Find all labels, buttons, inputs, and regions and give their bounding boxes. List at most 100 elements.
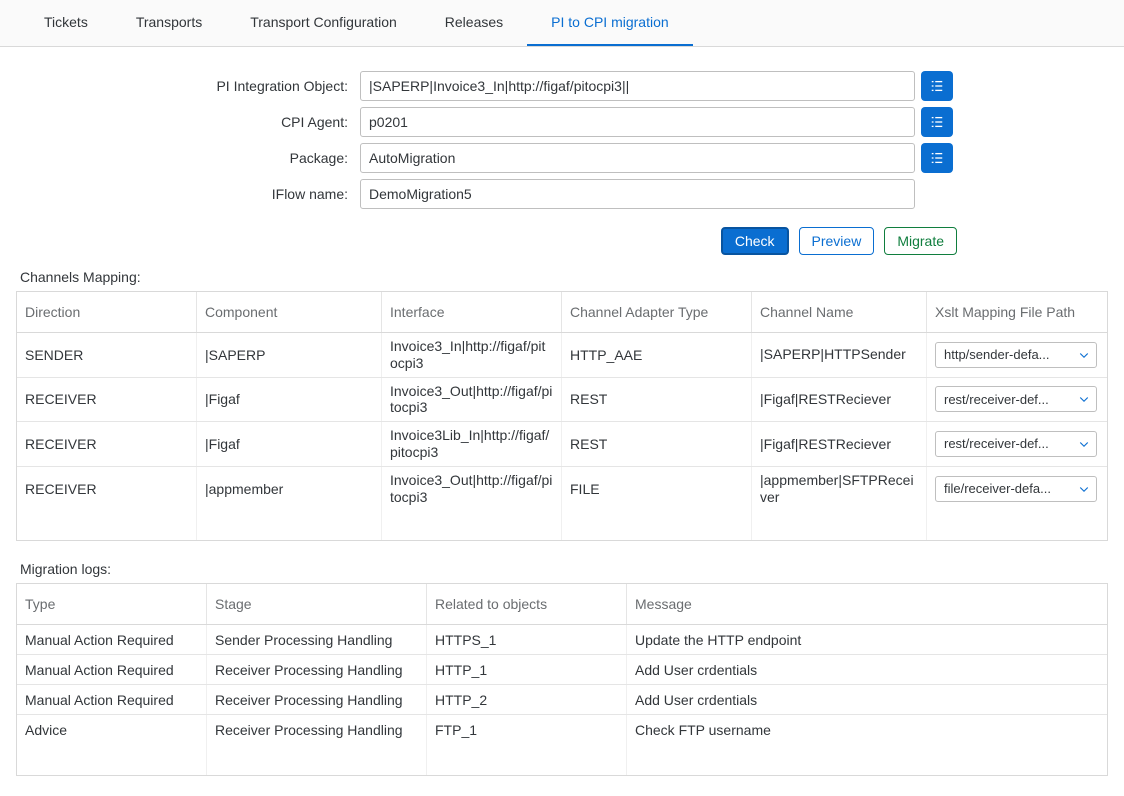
cell-stage: Sender Processing Handling — [207, 625, 427, 654]
xslt-select[interactable]: rest/receiver-def... — [935, 386, 1097, 412]
cell-object: HTTP_1 — [427, 655, 627, 684]
xslt-select-value: file/receiver-defa... — [944, 481, 1051, 496]
cell-adapter: HTTP_AAE — [562, 333, 752, 377]
action-row: Check Preview Migrate — [20, 223, 957, 269]
cell-object: HTTP_2 — [427, 685, 627, 714]
label-iflow: IFlow name: — [20, 186, 360, 202]
label-pi-object: PI Integration Object: — [20, 78, 360, 94]
logs-title: Migration logs: — [20, 561, 1104, 577]
xslt-select-value: rest/receiver-def... — [944, 392, 1049, 407]
migrate-button[interactable]: Migrate — [884, 227, 957, 255]
cell-channel-name: |Figaf|RESTReciever — [752, 422, 927, 466]
channels-row: RECEIVER|FigafInvoice3Lib_In|http://figa… — [17, 422, 1107, 467]
row-package: Package: — [20, 143, 1104, 173]
cell-direction: RECEIVER — [17, 422, 197, 466]
chevron-down-icon — [1078, 483, 1090, 495]
channels-header-row: Direction Component Interface Channel Ad… — [17, 292, 1107, 333]
cell-channel-name: |Figaf|RESTReciever — [752, 378, 927, 422]
cell-component: |Figaf — [197, 422, 382, 466]
cell-component: |appmember — [197, 467, 382, 511]
cell-component: |Figaf — [197, 378, 382, 422]
channels-title: Channels Mapping: — [20, 269, 1104, 285]
input-cpi-agent[interactable] — [360, 107, 915, 137]
chevron-down-icon — [1078, 393, 1090, 405]
xslt-select-value: http/sender-defa... — [944, 347, 1050, 362]
tab-transports[interactable]: Transports — [112, 0, 226, 46]
input-pi-object[interactable] — [360, 71, 915, 101]
row-cpi-agent: CPI Agent: — [20, 107, 1104, 137]
preview-button[interactable]: Preview — [799, 227, 875, 255]
cell-xslt: file/receiver-defa... — [927, 467, 1105, 511]
cell-type: Manual Action Required — [17, 685, 207, 714]
cell-xslt: rest/receiver-def... — [927, 378, 1105, 422]
channels-row: SENDER|SAPERPInvoice3_In|http://figaf/pi… — [17, 333, 1107, 378]
tab-bar: TicketsTransportsTransport Configuration… — [0, 0, 1124, 47]
channels-empty-row — [17, 510, 1107, 540]
cell-interface: Invoice3Lib_In|http://figaf/pitocpi3 — [382, 422, 562, 466]
cell-adapter: REST — [562, 422, 752, 466]
cell-type: Manual Action Required — [17, 655, 207, 684]
cell-channel-name: |appmember|SFTPReceiver — [752, 467, 927, 511]
cell-interface: Invoice3_Out|http://figaf/pitocpi3 — [382, 378, 562, 422]
cell-message: Add User crdentials — [627, 655, 1105, 684]
th-interface: Interface — [382, 292, 562, 332]
cell-interface: Invoice3_In|http://figaf/pitocpi3 — [382, 333, 562, 377]
cell-stage: Receiver Processing Handling — [207, 685, 427, 714]
logs-row: Manual Action RequiredSender Processing … — [17, 625, 1107, 655]
cell-xslt: rest/receiver-def... — [927, 422, 1105, 466]
logs-table: Type Stage Related to objects Message Ma… — [16, 583, 1108, 776]
th-xslt: Xslt Mapping File Path — [927, 292, 1105, 332]
logs-row: AdviceReceiver Processing HandlingFTP_1C… — [17, 715, 1107, 745]
logs-empty-row — [17, 745, 1107, 775]
cell-type: Manual Action Required — [17, 625, 207, 654]
value-help-package[interactable] — [921, 143, 953, 173]
cell-adapter: REST — [562, 378, 752, 422]
th-adapter: Channel Adapter Type — [562, 292, 752, 332]
cell-type: Advice — [17, 715, 207, 745]
row-pi-object: PI Integration Object: — [20, 71, 1104, 101]
form-area: PI Integration Object: CPI Agent: Packag… — [0, 47, 1124, 223]
cell-component: |SAPERP — [197, 333, 382, 377]
logs-row: Manual Action RequiredReceiver Processin… — [17, 685, 1107, 715]
xslt-select[interactable]: rest/receiver-def... — [935, 431, 1097, 457]
xslt-select[interactable]: file/receiver-defa... — [935, 476, 1097, 502]
th-object: Related to objects — [427, 584, 627, 624]
chevron-down-icon — [1078, 438, 1090, 450]
th-type: Type — [17, 584, 207, 624]
label-cpi-agent: CPI Agent: — [20, 114, 360, 130]
xslt-select[interactable]: http/sender-defa... — [935, 342, 1097, 368]
tab-tickets[interactable]: Tickets — [20, 0, 112, 46]
cell-direction: RECEIVER — [17, 378, 197, 422]
tab-pi-to-cpi-migration[interactable]: PI to CPI migration — [527, 0, 693, 46]
cell-message: Check FTP username — [627, 715, 1105, 745]
cell-message: Add User crdentials — [627, 685, 1105, 714]
cell-adapter: FILE — [562, 467, 752, 511]
value-help-cpi-agent[interactable] — [921, 107, 953, 137]
list-icon — [930, 115, 944, 129]
input-package[interactable] — [360, 143, 915, 173]
cell-object: FTP_1 — [427, 715, 627, 745]
cell-stage: Receiver Processing Handling — [207, 715, 427, 745]
list-icon — [930, 79, 944, 93]
xslt-select-value: rest/receiver-def... — [944, 436, 1049, 451]
cell-direction: RECEIVER — [17, 467, 197, 511]
value-help-pi-object[interactable] — [921, 71, 953, 101]
cell-object: HTTPS_1 — [427, 625, 627, 654]
input-iflow[interactable] — [360, 179, 915, 209]
list-icon — [930, 151, 944, 165]
th-component: Component — [197, 292, 382, 332]
channels-table: Direction Component Interface Channel Ad… — [16, 291, 1108, 541]
tab-releases[interactable]: Releases — [421, 0, 527, 46]
check-button[interactable]: Check — [721, 227, 789, 255]
cell-xslt: http/sender-defa... — [927, 333, 1105, 377]
channels-row: RECEIVER|appmemberInvoice3_Out|http://fi… — [17, 467, 1107, 511]
cell-direction: SENDER — [17, 333, 197, 377]
cell-stage: Receiver Processing Handling — [207, 655, 427, 684]
tab-transport-configuration[interactable]: Transport Configuration — [226, 0, 421, 46]
th-channel-name: Channel Name — [752, 292, 927, 332]
row-iflow: IFlow name: — [20, 179, 1104, 209]
th-direction: Direction — [17, 292, 197, 332]
cell-interface: Invoice3_Out|http://figaf/pitocpi3 — [382, 467, 562, 511]
chevron-down-icon — [1078, 349, 1090, 361]
th-message: Message — [627, 584, 1105, 624]
